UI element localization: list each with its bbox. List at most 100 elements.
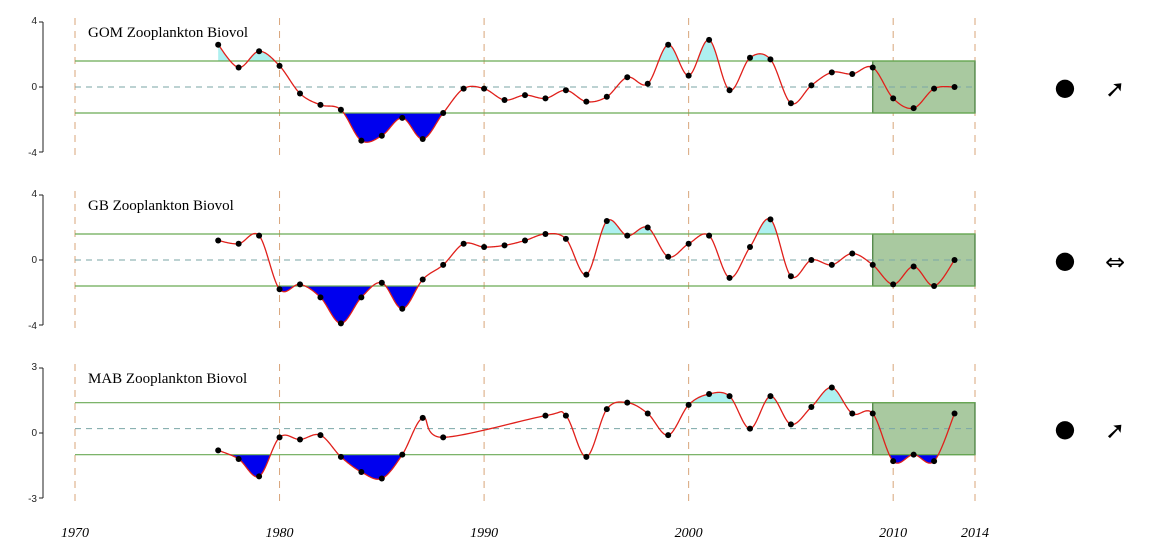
data-point-2013 [951,410,958,417]
data-point-2006 [808,82,815,89]
data-point-1987 [419,276,426,283]
data-point-2012 [931,458,938,465]
above-threshold-fill [658,44,679,61]
data-point-1996 [603,93,610,100]
data-point-2006 [808,404,815,410]
data-point-1985 [378,279,385,286]
data-point-2011 [910,451,917,458]
data-point-1979 [256,48,263,55]
data-point-1998 [644,80,651,87]
data-point-1994 [562,412,569,419]
trend-symbol: ⇔ [1105,248,1125,276]
series-line [217,386,956,480]
data-point-2012 [931,283,938,289]
data-point-1987 [419,414,426,421]
mean-status-dot: ● [1055,246,1076,274]
x-tick-label-1980: 1980 [266,526,294,541]
trend-symbol: ➚ [1105,75,1125,103]
data-point-1989 [460,240,467,247]
y-tick-label: -4 [28,321,37,332]
data-point-2010 [890,281,897,288]
data-point-1985 [378,475,385,482]
data-point-1993 [542,95,549,102]
data-point-1984 [358,294,365,301]
trend-symbol: ➚ [1105,417,1125,445]
panel-title: GB Zooplankton Biovol [88,198,234,214]
data-point-1995 [583,271,590,278]
below-threshold-fill [229,454,271,477]
data-point-1994 [562,235,569,242]
data-point-2000 [685,72,692,79]
data-point-1988 [440,110,447,116]
data-point-2009 [869,410,876,417]
data-point-1995 [583,98,590,105]
data-point-2000 [685,401,692,408]
data-point-1997 [624,232,631,239]
data-point-2002 [726,87,733,94]
data-point-1984 [358,469,365,475]
mean-status-dot: ● [1055,415,1076,443]
data-point-1988 [440,261,447,268]
panel-title: GOM Zooplankton Biovol [88,25,248,41]
data-point-2009 [869,261,876,268]
data-point-1983 [337,453,344,460]
series-line [217,39,955,143]
data-point-2003 [747,54,753,61]
data-point-1977 [215,447,222,454]
chart-panels: 4 0 -4 GOM Zooplankton Biovol ● ➚ 4 0 -4 GB Zoopl… [28,16,1125,505]
data-point-1999 [665,253,672,260]
y-tick-label: 4 [31,16,37,27]
data-point-1999 [665,432,672,439]
data-point-2010 [890,458,897,465]
y-tick-label: 4 [31,189,37,200]
data-point-2012 [931,85,938,92]
data-point-1981 [297,281,303,288]
data-point-1980 [276,62,283,69]
x-tick-label-2014: 2014 [961,526,989,541]
data-point-1989 [460,85,467,92]
data-point-1991 [501,242,508,249]
above-threshold-fill [815,387,845,403]
data-point-1986 [399,305,406,312]
data-point-2010 [890,95,897,102]
y-tick-label: 0 [31,82,37,93]
data-point-1997 [624,399,631,406]
data-point-1990 [481,85,488,92]
data-point-1996 [603,218,610,224]
data-point-2002 [726,393,733,400]
panel-title: MAB Zooplankton Biovol [88,371,247,387]
data-point-2004 [767,393,774,400]
below-threshold-fill [304,286,373,324]
data-point-1978 [235,64,242,71]
data-point-2008 [849,250,856,257]
data-point-1980 [276,286,283,293]
x-tick-label-1990: 1990 [470,526,498,541]
data-point-2013 [951,84,958,90]
data-point-2011 [910,105,917,112]
data-point-1980 [276,434,283,441]
data-point-2008 [849,71,856,77]
data-point-1993 [542,412,549,419]
data-point-1988 [440,434,447,441]
panel-1: 4 0 -4 GOM Zooplankton Biovol ● ➚ [28,16,1125,159]
mean-status-dot: ● [1055,73,1076,101]
data-point-2007 [828,69,835,76]
data-point-2001 [706,36,713,43]
data-point-2005 [787,100,794,107]
data-point-1992 [522,92,528,99]
data-point-1991 [501,97,508,103]
data-point-2005 [787,421,794,428]
below-threshold-fill [385,286,419,309]
data-point-1983 [337,106,344,113]
below-threshold-fill [338,454,403,480]
data-point-1994 [562,87,569,94]
data-point-1986 [399,114,406,121]
data-point-2005 [787,273,794,280]
data-point-1982 [317,101,324,108]
y-tick-label: -3 [28,494,37,505]
data-point-1998 [644,410,651,417]
data-point-1981 [297,436,303,443]
data-point-2013 [951,257,958,263]
data-point-2009 [869,64,876,71]
